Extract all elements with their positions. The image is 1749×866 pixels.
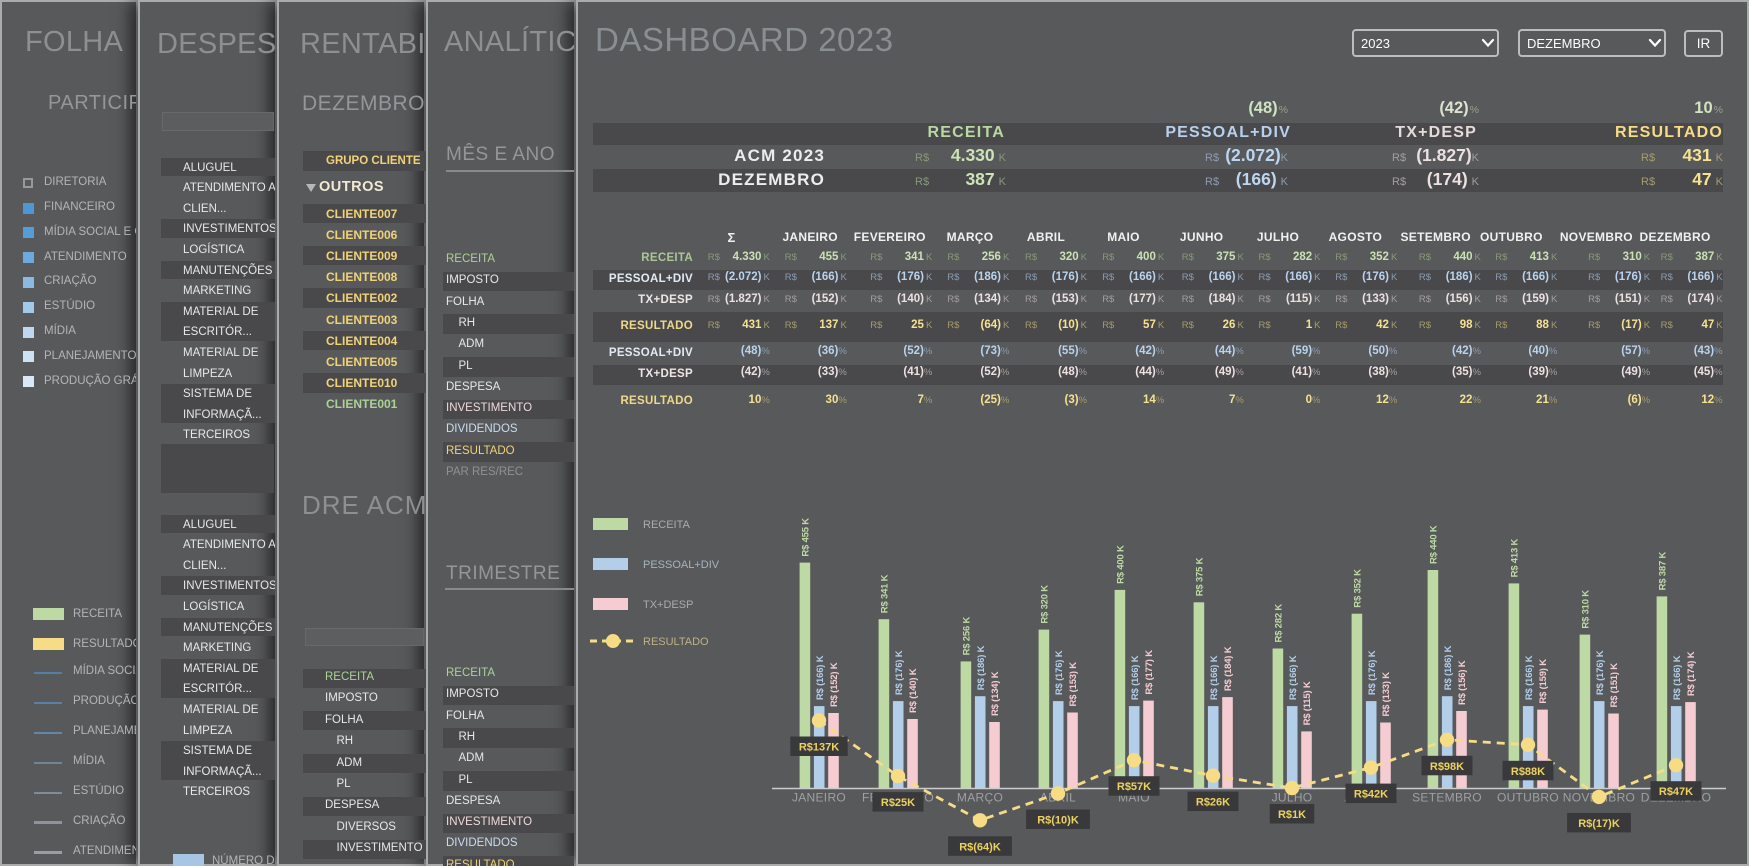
svg-text:MARÇO: MARÇO	[957, 791, 1003, 805]
svg-text:R$ (153) K: R$ (153) K	[1068, 662, 1079, 707]
svg-text:R$ 455 K: R$ 455 K	[801, 518, 812, 557]
svg-text:R$ (186) K: R$ (186) K	[976, 645, 987, 690]
svg-text:R$ (115) K: R$ (115) K	[1302, 681, 1313, 725]
svg-text:R$ (152) K: R$ (152) K	[829, 662, 840, 707]
svg-text:R$1K: R$1K	[1278, 809, 1306, 821]
svg-text:R$ (156) K: R$ (156) K	[1457, 660, 1468, 705]
svg-text:R$42K: R$42K	[1354, 789, 1388, 801]
svg-text:R$47K: R$47K	[1659, 786, 1693, 798]
svg-text:R$ (166) K: R$ (166) K	[1524, 655, 1535, 700]
svg-text:R$ 400 K: R$ 400 K	[1116, 545, 1127, 584]
svg-text:R$(10)K: R$(10)K	[1037, 815, 1079, 827]
svg-text:R$ (166) K: R$ (166) K	[1288, 655, 1299, 700]
svg-text:R$57K: R$57K	[1117, 781, 1151, 793]
svg-text:R$ (176) K: R$ (176) K	[894, 650, 905, 695]
svg-text:R$ (166) K: R$ (166) K	[815, 655, 826, 700]
svg-text:PESSOAL+DIV: PESSOAL+DIV	[643, 559, 720, 571]
svg-text:RECEITA: RECEITA	[643, 519, 691, 531]
svg-text:SETEMBRO: SETEMBRO	[1412, 791, 1482, 805]
svg-text:R$137K: R$137K	[799, 742, 839, 754]
svg-text:R$(17)K: R$(17)K	[1578, 818, 1620, 830]
svg-text:R$ 341 K: R$ 341 K	[880, 574, 891, 613]
svg-text:R$ (140) K: R$ (140) K	[908, 668, 919, 713]
svg-text:R$ (186) K: R$ (186) K	[1443, 645, 1454, 690]
svg-text:TX+DESP: TX+DESP	[643, 599, 693, 611]
svg-text:R$ (133) K: R$ (133) K	[1381, 672, 1392, 717]
svg-text:R$ 387 K: R$ 387 K	[1658, 552, 1669, 591]
svg-text:R$(64)K: R$(64)K	[959, 841, 1001, 853]
svg-text:OUTUBRO: OUTUBRO	[1497, 791, 1559, 805]
svg-text:R$ (177) K: R$ (177) K	[1144, 650, 1155, 695]
svg-text:R$ (159) K: R$ (159) K	[1538, 659, 1549, 704]
svg-text:R$ (184) K: R$ (184) K	[1223, 646, 1234, 691]
svg-text:R$ 440 K: R$ 440 K	[1429, 525, 1440, 564]
svg-text:RESULTADO: RESULTADO	[643, 636, 709, 648]
svg-text:R$ 320 K: R$ 320 K	[1040, 585, 1051, 624]
svg-text:R$ 282 K: R$ 282 K	[1274, 604, 1285, 643]
svg-text:R$ (134) K: R$ (134) K	[990, 671, 1001, 716]
svg-text:JULHO: JULHO	[1272, 791, 1313, 805]
svg-text:R$26K: R$26K	[1196, 797, 1230, 809]
svg-text:R$ (166) K: R$ (166) K	[1209, 655, 1220, 700]
svg-text:R$ 352 K: R$ 352 K	[1353, 569, 1364, 608]
svg-text:R$25K: R$25K	[881, 797, 915, 809]
svg-text:R$ (166) K: R$ (166) K	[1672, 655, 1683, 700]
svg-text:R$98K: R$98K	[1430, 761, 1464, 773]
svg-text:R$ (151) K: R$ (151) K	[1609, 663, 1620, 708]
svg-text:R$ (166) K: R$ (166) K	[1130, 655, 1141, 700]
svg-text:R$ 310 K: R$ 310 K	[1581, 590, 1592, 629]
svg-text:R$ 256 K: R$ 256 K	[962, 617, 973, 656]
svg-text:R$ 375 K: R$ 375 K	[1195, 557, 1206, 596]
svg-text:JANEIRO: JANEIRO	[792, 791, 846, 805]
svg-text:R$ (176) K: R$ (176) K	[1054, 650, 1065, 695]
svg-text:R$ 413 K: R$ 413 K	[1510, 539, 1521, 578]
svg-text:R$88K: R$88K	[1511, 766, 1545, 778]
svg-text:R$ (174) K: R$ (174) K	[1686, 651, 1697, 696]
svg-text:R$ (176) K: R$ (176) K	[1367, 650, 1378, 695]
svg-text:R$ (176) K: R$ (176) K	[1595, 650, 1606, 695]
